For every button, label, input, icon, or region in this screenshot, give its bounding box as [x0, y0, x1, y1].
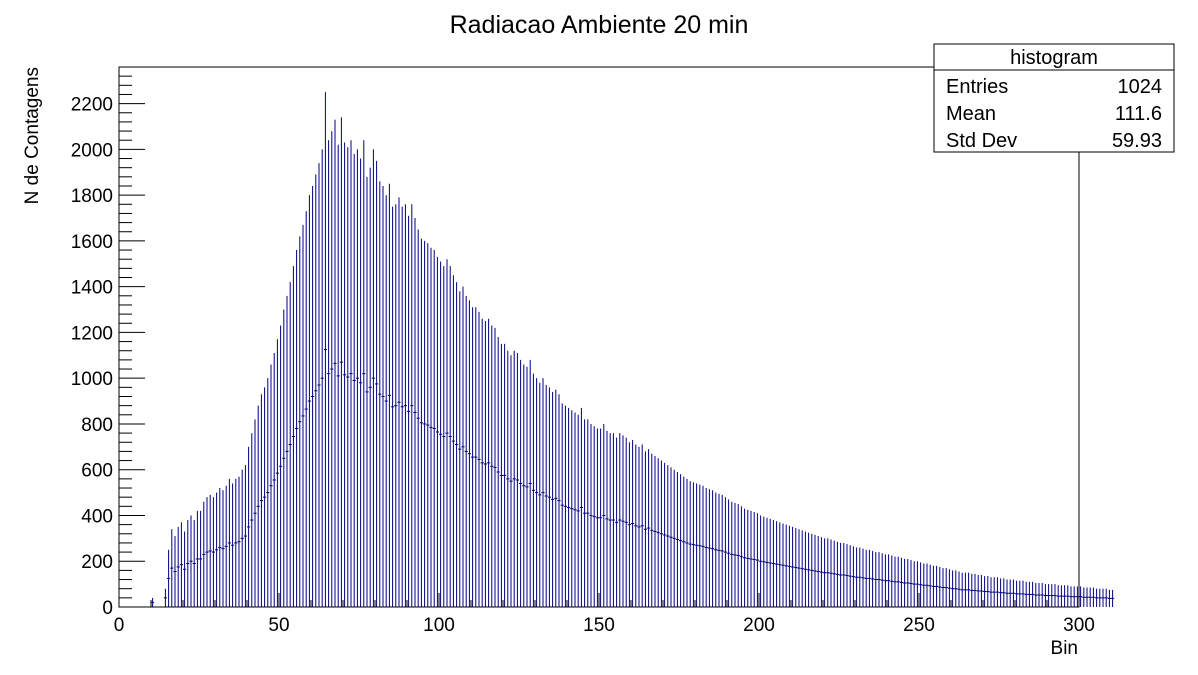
stats-box-frame [933, 43, 1175, 153]
x-tick-label: 200 [743, 615, 775, 636]
y-tick-label: 1400 [71, 278, 113, 299]
histogram-bars [152, 92, 1114, 607]
y-tick-label: 400 [81, 506, 113, 527]
x-tick-label: 150 [583, 615, 615, 636]
y-tick-label: 2000 [71, 140, 113, 161]
stats-stddev-value: 59.93 [1112, 130, 1162, 152]
x-tick-label: 0 [114, 615, 125, 636]
stats-entries-value: 1024 [1118, 76, 1163, 98]
stats-box-header: histogram [1010, 47, 1098, 69]
y-tick-label: 1200 [71, 323, 113, 344]
stats-mean-value: 111.6 [1115, 103, 1162, 125]
x-tick-label: 50 [268, 615, 289, 636]
stats-mean-label: Mean [946, 103, 996, 125]
x-tick-label: 300 [1063, 615, 1095, 636]
y-tick-label: 1800 [71, 186, 113, 207]
y-tick-label: 2200 [71, 95, 113, 116]
stats-entries-label: Entries [946, 76, 1008, 98]
x-tick-label: 250 [903, 615, 935, 636]
bin-error-marks [151, 349, 1115, 603]
y-tick-label: 800 [81, 415, 113, 436]
y-axis: 0 200 400 600 800 1000 1200 1400 1600 1800 2000 220… [71, 66, 145, 619]
y-tick-label: 200 [81, 552, 113, 573]
y-tick-label: 600 [81, 461, 113, 482]
y-tick-label: 1600 [71, 232, 113, 253]
x-axis: 0 50 100 150 200 250 300 [114, 593, 1095, 636]
x-axis-title: Bin [1051, 638, 1078, 659]
x-tick-label: 100 [423, 615, 455, 636]
y-tick-label: 0 [102, 598, 113, 619]
stats-stddev-label: Std Dev [946, 130, 1017, 152]
y-axis-title: N de Contagens [22, 67, 43, 204]
stats-box: histogram Entries 1024 Mean 111.6 Std De… [933, 43, 1175, 153]
chart-title: Radiacao Ambiente 20 min [450, 11, 749, 39]
y-tick-label: 1000 [71, 369, 113, 390]
